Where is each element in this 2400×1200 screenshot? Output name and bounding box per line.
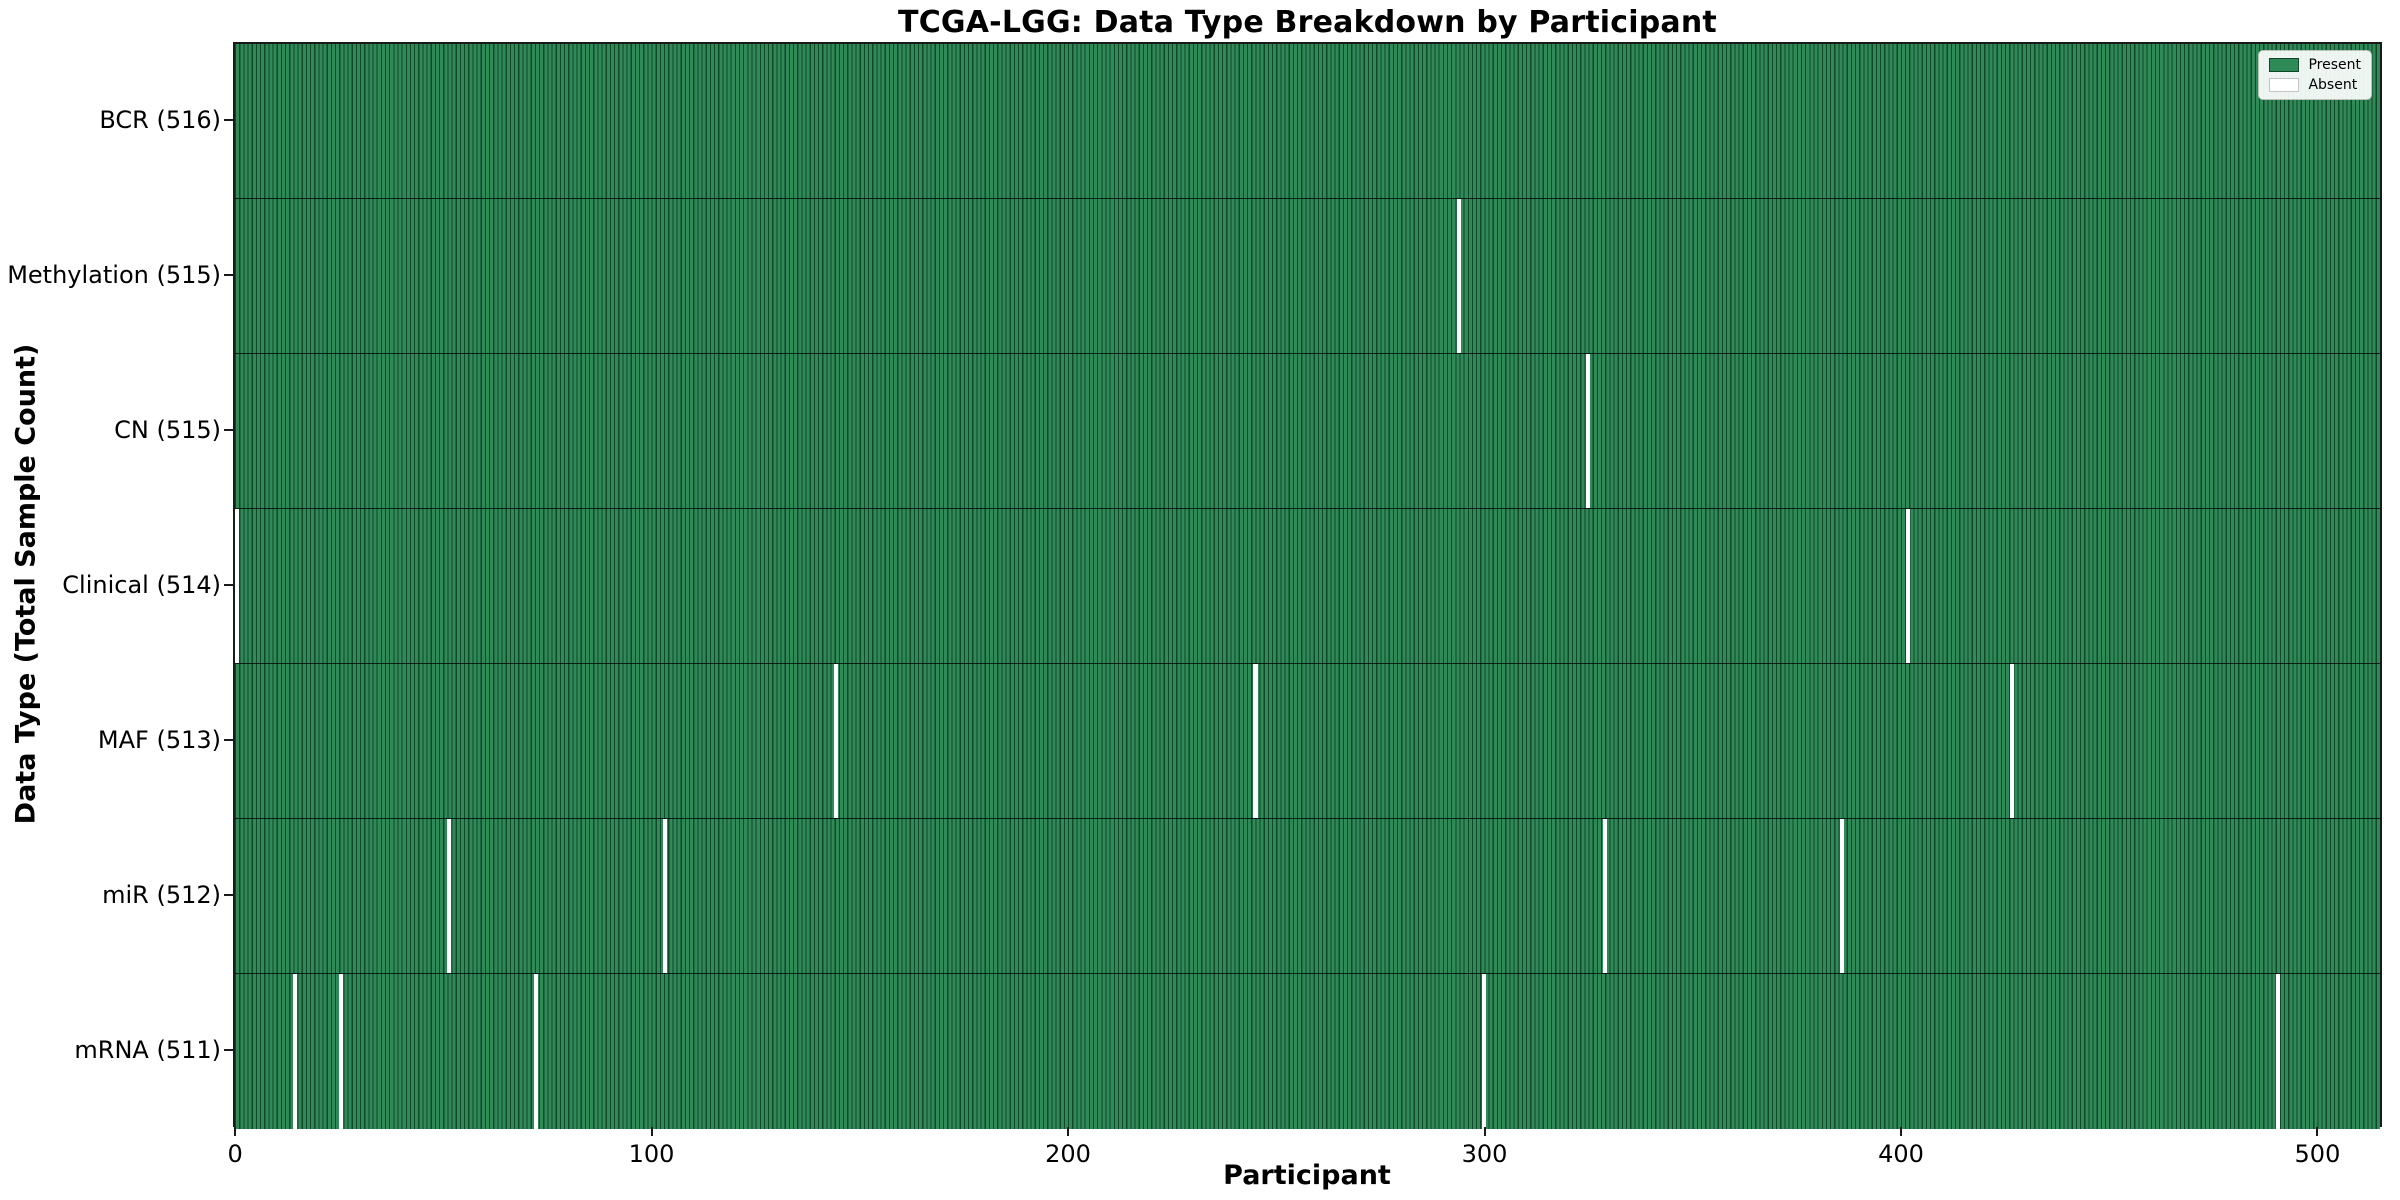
y-axis-label: Data Type (Total Sample Count) bbox=[10, 343, 42, 825]
x-axis-label: Participant bbox=[1223, 1160, 1391, 1191]
absent-marker bbox=[1482, 974, 1487, 1129]
x-tick-label: 0 bbox=[227, 1140, 243, 1168]
x-tick bbox=[1483, 1127, 1486, 1136]
absent-marker bbox=[1839, 819, 1844, 973]
heatmap-row bbox=[235, 664, 2380, 819]
x-tick bbox=[1899, 1127, 1902, 1136]
legend-entry: Absent bbox=[2269, 78, 2361, 92]
x-tick-label: 400 bbox=[1878, 1140, 1924, 1168]
y-tick bbox=[224, 893, 233, 896]
legend-label: Present bbox=[2308, 57, 2361, 73]
heatmap-row bbox=[235, 44, 2380, 199]
y-tick bbox=[224, 118, 233, 121]
absent-marker bbox=[2276, 974, 2281, 1129]
absent-marker bbox=[2010, 664, 2015, 818]
legend-swatch-absent bbox=[2269, 78, 2300, 92]
absent-marker bbox=[293, 974, 298, 1129]
absent-marker bbox=[338, 974, 344, 1129]
y-tick bbox=[224, 583, 233, 586]
y-tick-label: CN (515) bbox=[114, 415, 221, 444]
heatmap-rows bbox=[235, 44, 2380, 1129]
y-tick-label: miR (512) bbox=[102, 880, 221, 909]
heatmap-row bbox=[235, 354, 2380, 509]
y-tick bbox=[224, 738, 233, 741]
y-tick-label: Methylation (515) bbox=[7, 260, 221, 289]
y-tick-label: mRNA (511) bbox=[74, 1035, 221, 1064]
x-tick-label: 500 bbox=[2294, 1140, 2341, 1168]
y-tick-label: MAF (513) bbox=[97, 725, 221, 754]
x-tick bbox=[2316, 1127, 2319, 1136]
legend: Present Absent bbox=[2258, 50, 2372, 100]
y-tick bbox=[224, 1048, 233, 1051]
absent-marker bbox=[1906, 509, 1911, 663]
absent-marker bbox=[663, 819, 668, 973]
heatmap-row bbox=[235, 509, 2380, 664]
x-tick bbox=[234, 1127, 237, 1136]
x-tick-label: 300 bbox=[1461, 1140, 1508, 1168]
heatmap-row bbox=[235, 199, 2380, 354]
absent-marker bbox=[1602, 819, 1607, 973]
heatmap-row bbox=[235, 819, 2380, 974]
absent-marker bbox=[1586, 354, 1591, 508]
absent-marker bbox=[235, 509, 240, 663]
absent-marker bbox=[1253, 664, 1258, 818]
absent-marker bbox=[534, 974, 539, 1129]
legend-label: Absent bbox=[2308, 77, 2358, 93]
absent-marker bbox=[833, 664, 838, 818]
absent-marker bbox=[447, 819, 452, 973]
x-tick bbox=[650, 1127, 653, 1136]
y-tick-label: Clinical (514) bbox=[62, 570, 221, 599]
y-tick bbox=[224, 428, 233, 431]
plot-area: Present Absent bbox=[233, 42, 2382, 1129]
legend-swatch-present bbox=[2269, 58, 2300, 72]
heatmap-row bbox=[235, 974, 2380, 1129]
absent-marker bbox=[1457, 199, 1462, 353]
x-tick-label: 100 bbox=[628, 1140, 675, 1168]
x-tick bbox=[1067, 1127, 1070, 1136]
y-tick bbox=[224, 273, 233, 276]
y-tick-label: BCR (516) bbox=[99, 105, 221, 134]
chart-title: TCGA-LGG: Data Type Breakdown by Partici… bbox=[898, 5, 1717, 40]
x-tick-label: 200 bbox=[1045, 1140, 1091, 1168]
legend-entry: Present bbox=[2269, 58, 2361, 72]
